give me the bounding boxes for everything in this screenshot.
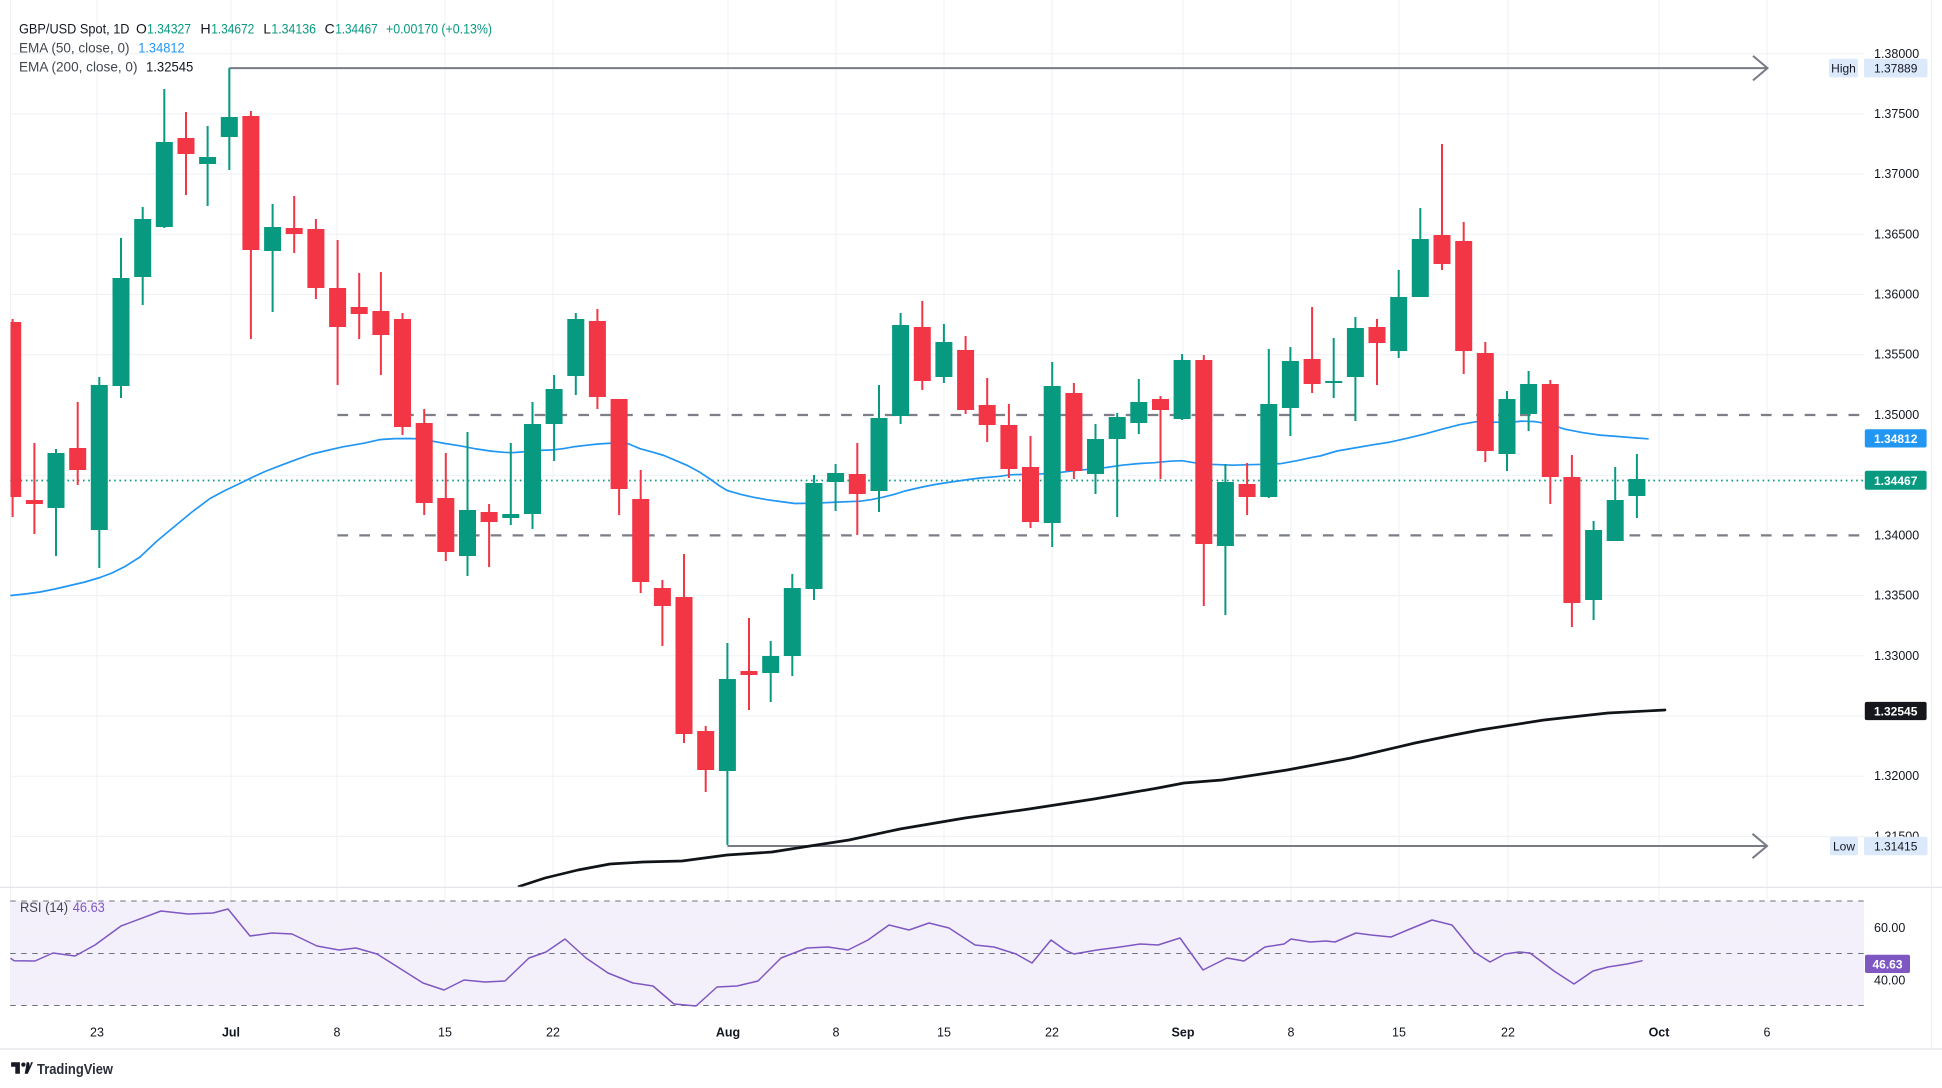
svg-text:8: 8 (334, 1026, 341, 1040)
svg-text:1.36500: 1.36500 (1874, 227, 1919, 241)
svg-text:1.34812: 1.34812 (1874, 432, 1918, 446)
svg-text:EMA (50, close, 0): EMA (50, close, 0) (19, 40, 130, 56)
svg-text:1.33500: 1.33500 (1874, 589, 1919, 603)
svg-text:1.35500: 1.35500 (1874, 348, 1919, 362)
svg-text:60.00: 60.00 (1874, 921, 1905, 935)
svg-text:22: 22 (1045, 1026, 1059, 1040)
svg-text:1.36000: 1.36000 (1874, 288, 1919, 302)
svg-text:1.37000: 1.37000 (1874, 167, 1919, 181)
svg-text:23: 23 (90, 1026, 104, 1040)
svg-text:1.32000: 1.32000 (1874, 769, 1919, 783)
svg-text:1.37500: 1.37500 (1874, 107, 1919, 121)
svg-text:1.31415: 1.31415 (1874, 840, 1918, 854)
svg-text:1.38000: 1.38000 (1874, 47, 1919, 61)
svg-text:15: 15 (937, 1026, 951, 1040)
svg-text:15: 15 (1392, 1026, 1406, 1040)
svg-text:8: 8 (1288, 1026, 1295, 1040)
svg-text:L: L (263, 21, 271, 37)
svg-text:22: 22 (1501, 1026, 1515, 1040)
svg-text:O: O (136, 21, 147, 37)
svg-text:H: H (200, 21, 210, 37)
svg-text:22: 22 (546, 1026, 560, 1040)
svg-text:Sep: Sep (1172, 1026, 1195, 1040)
svg-text:RSI (14): RSI (14) (20, 899, 68, 915)
svg-text:C: C (325, 21, 335, 37)
svg-text:1.35000: 1.35000 (1874, 408, 1919, 422)
svg-text:1.34000: 1.34000 (1874, 528, 1919, 542)
svg-text:1.34136: 1.34136 (271, 21, 316, 37)
svg-text:Jul: Jul (222, 1026, 240, 1040)
svg-text:46.63: 46.63 (1872, 957, 1902, 971)
svg-text:1.34812: 1.34812 (138, 40, 185, 56)
svg-text:High: High (1831, 62, 1856, 76)
svg-text:EMA (200, close, 0): EMA (200, close, 0) (19, 59, 138, 75)
svg-text:6: 6 (1764, 1026, 1771, 1040)
svg-text:1.37889: 1.37889 (1874, 62, 1918, 76)
svg-text:+0.00170 (+0.13%): +0.00170 (+0.13%) (386, 21, 492, 37)
svg-text:Oct: Oct (1649, 1026, 1671, 1040)
svg-text:15: 15 (438, 1026, 452, 1040)
svg-text:1.34327: 1.34327 (147, 21, 191, 37)
svg-text:1.34467: 1.34467 (335, 21, 378, 37)
svg-text:1.33000: 1.33000 (1874, 649, 1919, 663)
svg-text:Aug: Aug (716, 1026, 740, 1040)
svg-text:GBP/USD Spot, 1D: GBP/USD Spot, 1D (19, 21, 130, 37)
svg-text:1.32545: 1.32545 (146, 59, 193, 75)
svg-text:46.63: 46.63 (73, 899, 105, 915)
svg-text:40.00: 40.00 (1874, 973, 1905, 987)
svg-text:1.32545: 1.32545 (1874, 705, 1918, 719)
svg-text:1.34672: 1.34672 (211, 21, 254, 37)
svg-text:1.34467: 1.34467 (1874, 474, 1918, 488)
svg-text:TradingView: TradingView (37, 1061, 113, 1078)
svg-text:Low: Low (1833, 840, 1855, 854)
svg-text:8: 8 (833, 1026, 840, 1040)
